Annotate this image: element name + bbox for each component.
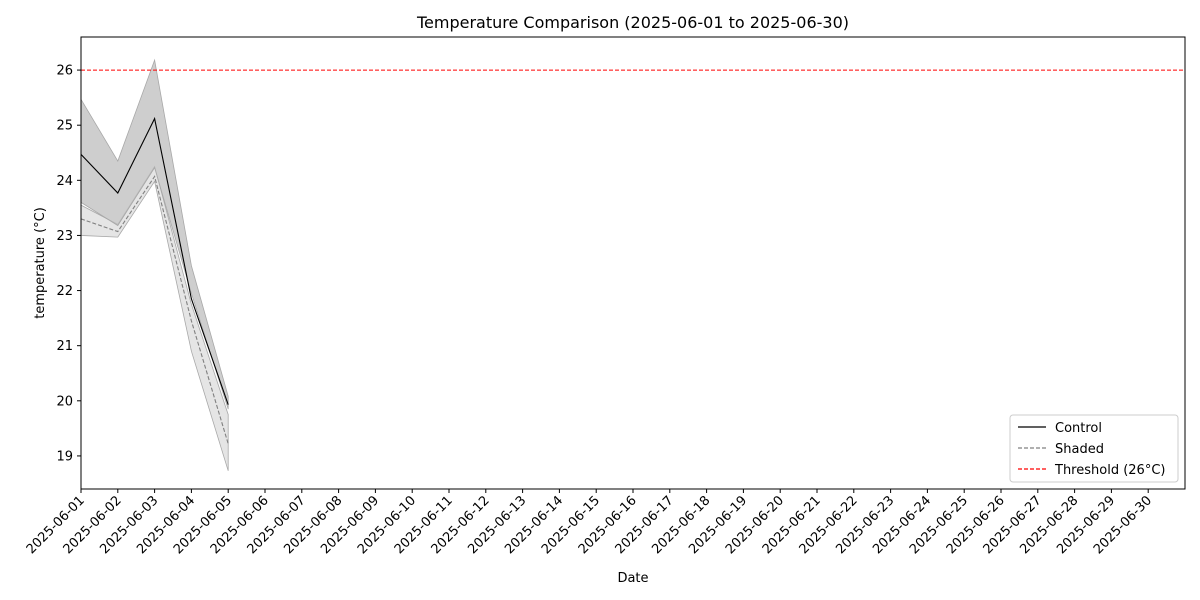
y-tick-label: 22: [56, 284, 73, 299]
legend: Control Shaded Threshold (26°C): [1009, 414, 1179, 483]
y-axis-label: temperature (°C): [33, 207, 48, 319]
series-line-shaded: [80, 175, 229, 444]
x-axis: 2025-06-012025-06-022025-06-032025-06-04…: [24, 489, 1155, 557]
y-tick-label: 23: [56, 229, 73, 244]
y-axis: 19 20 21 22 23 24 25 26: [56, 64, 81, 464]
confidence-bands: [80, 58, 229, 471]
legend-shaded-label: Shaded: [1055, 442, 1104, 457]
series-line-control: [80, 116, 229, 405]
legend-threshold-label: Threshold (26°C): [1054, 463, 1165, 478]
y-tick-label: 26: [56, 64, 73, 79]
chart-title: Temperature Comparison (2025-06-01 to 20…: [416, 13, 849, 32]
y-tick-label: 19: [56, 449, 73, 464]
y-tick-label: 25: [56, 119, 73, 134]
series-lines: [80, 116, 229, 444]
y-tick-label: 21: [56, 339, 73, 354]
legend-box: [1009, 414, 1179, 483]
legend-control-label: Control: [1055, 421, 1102, 436]
x-axis-label: Date: [617, 571, 648, 586]
y-tick-label: 24: [56, 174, 73, 189]
y-tick-label: 20: [56, 394, 73, 409]
band-control: [80, 58, 229, 410]
